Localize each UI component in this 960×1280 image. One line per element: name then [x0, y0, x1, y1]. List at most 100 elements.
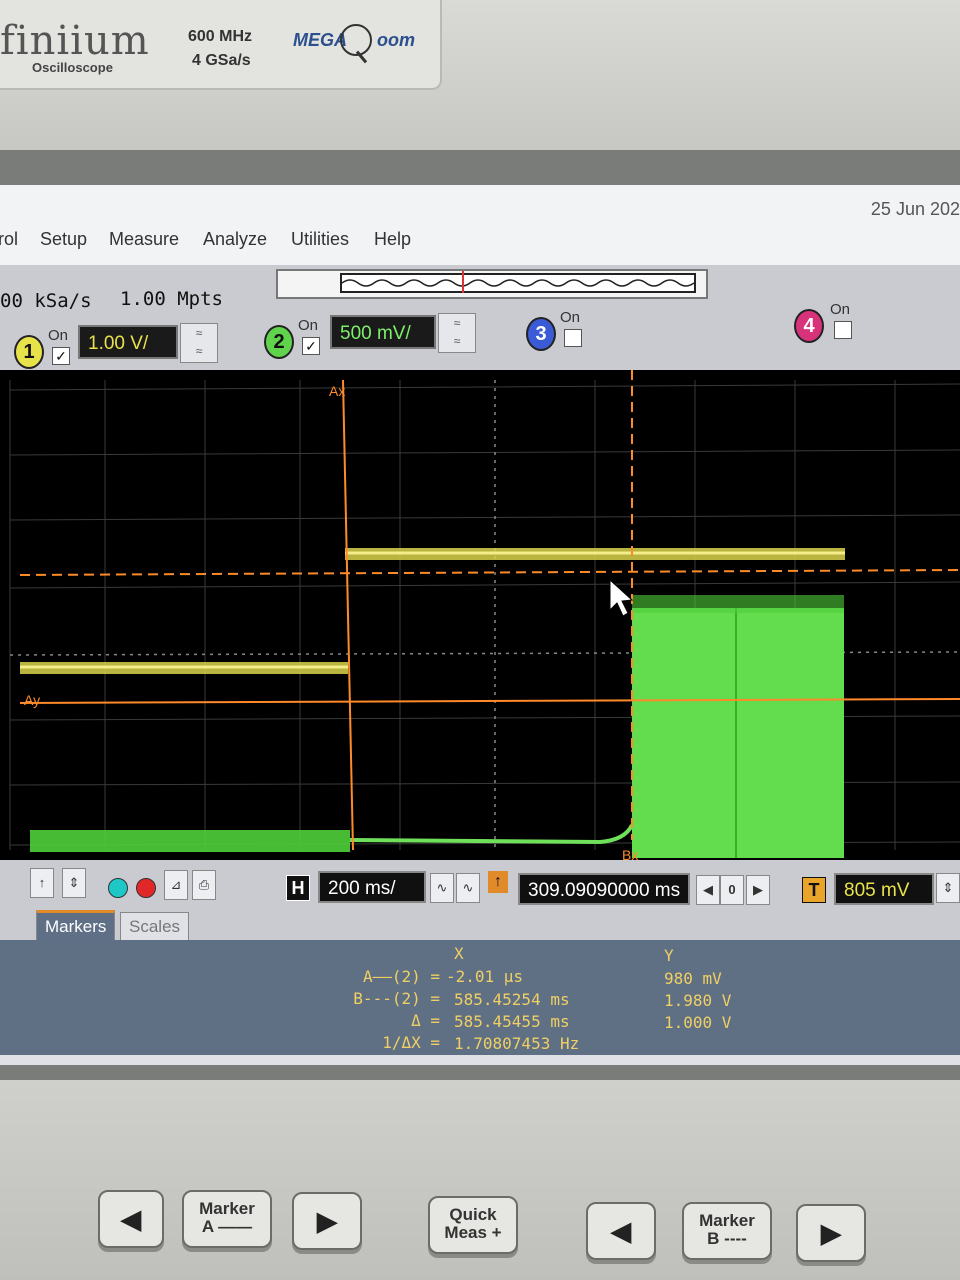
overview-wave	[341, 279, 695, 287]
marker-ay-label: Ay	[24, 692, 40, 708]
ch2-burst-spikes	[632, 595, 844, 613]
trigger-arrow-icon[interactable]: ↑	[30, 868, 54, 898]
marker-b-sub-label: B ----	[707, 1229, 747, 1248]
marker-ay-line	[19, 698, 960, 704]
grid-h-1	[9, 449, 960, 456]
marker-a-row-label: A——(2) =	[362, 967, 440, 986]
marker-a-y: 980 mV	[664, 969, 722, 988]
marker-ax-line	[342, 379, 354, 851]
print-icon[interactable]: ⎙	[192, 870, 216, 900]
marker-a-x: -2.01 µs	[446, 967, 524, 986]
marker-b-row-label: B---(2) =	[353, 989, 440, 1008]
bezel-top: finiium Oscilloscope 600 MHz 4 GSa/s MEG…	[0, 0, 960, 175]
marker-a-sub-label: A ——	[201, 1217, 253, 1236]
waveform-svg: Ax Bx Ay	[9, 370, 960, 860]
grid-h-0	[9, 383, 960, 391]
run-button[interactable]	[108, 878, 128, 898]
right-arrow-icon: ▶	[317, 1206, 337, 1236]
channel-4-badge[interactable]: 4	[794, 309, 824, 343]
channel-4-on-checkbox[interactable]	[834, 321, 852, 339]
marker-a-left-button[interactable]: ◀	[98, 1190, 164, 1248]
grid-h-3	[9, 581, 960, 589]
menu-utilities[interactable]: Utilities	[291, 229, 350, 249]
magnifier-icon	[340, 24, 372, 56]
bandwidth-spec: 600 MHz	[188, 28, 253, 45]
marker-a-right-button[interactable]: ▶	[292, 1192, 362, 1250]
channel-4-on-label: On	[830, 301, 851, 318]
panel-tabs: Markers Scales	[0, 910, 960, 941]
channel-3-badge[interactable]: 3	[526, 317, 556, 351]
memory-depth-readout: 1.00 Mpts	[120, 288, 223, 310]
channel-2-on-checkbox[interactable]: ✓	[302, 337, 320, 355]
channel-1-scale[interactable]: 1.00 V/	[78, 325, 178, 359]
marker-delta-x: 585.45455 ms	[454, 1012, 570, 1031]
position-zero-button[interactable]: 0	[720, 875, 744, 905]
tab-scales[interactable]: Scales	[120, 912, 190, 941]
overview-zoom-window[interactable]	[340, 273, 696, 293]
megazoom-logo: MEGA oom	[293, 30, 415, 50]
channel-3-on-checkbox[interactable]	[564, 329, 582, 347]
tab-markers[interactable]: Markers	[36, 910, 116, 941]
channel-2-on-label: On	[298, 317, 319, 334]
marker-a-label: Marker	[199, 1199, 255, 1218]
left-arrow-icon-b: ◀	[611, 1216, 631, 1246]
marker-b-label: Marker	[699, 1211, 755, 1230]
position-left-arrow-icon[interactable]: ◀	[696, 875, 720, 905]
horizontal-label: H	[286, 875, 310, 901]
trigger-level[interactable]: 805 mV	[834, 873, 934, 905]
marker-by-line	[19, 569, 960, 576]
overview-trigger-mark	[462, 271, 464, 293]
marker-inverse-row-label: 1/ΔX =	[382, 1033, 440, 1052]
stepper-icon[interactable]: ⇕	[62, 868, 86, 898]
menu-control[interactable]: rol	[0, 229, 19, 249]
quick-meas-sub-label: Meas +	[444, 1223, 502, 1242]
markers-x-header: X	[454, 944, 464, 963]
quick-meas-button[interactable]: Quick Meas +	[428, 1196, 518, 1254]
menu-setup[interactable]: Setup	[40, 229, 88, 249]
marker-b-button[interactable]: Marker B ----	[682, 1202, 772, 1260]
channel-2-trace	[30, 595, 844, 858]
trigger-label: T	[802, 877, 826, 903]
marker-b-y: 1.980 V	[664, 991, 732, 1010]
horizontal-scale-coarse-icon[interactable]: ∿	[456, 873, 480, 903]
stop-button[interactable]	[136, 878, 156, 898]
channel-2-scale[interactable]: 500 mV/	[330, 315, 436, 349]
channel-2-scale-spinner[interactable]: ≈ ≈	[438, 313, 476, 353]
marker-b-right-button[interactable]: ▶	[796, 1204, 866, 1262]
mouse-pointer-icon	[609, 578, 634, 617]
marker-ax-label: Ax	[329, 383, 345, 399]
menu-analyze[interactable]: Analyze	[203, 229, 268, 249]
channel-1-badge[interactable]: 1	[14, 335, 44, 369]
channel-2-badge[interactable]: 2	[264, 325, 294, 359]
markers-panel: X Y A——(2) = -2.01 µs 980 mV B---(2) = 5…	[0, 940, 960, 1055]
channel-1-on-checkbox[interactable]: ✓	[52, 347, 70, 365]
marker-inverse-x: 1.70807453 Hz	[454, 1034, 580, 1053]
front-panel: ◀ Marker A —— ▶ Quick Meas + ◀ Marker B …	[0, 1080, 960, 1280]
autoscale-icon[interactable]: ⊿	[164, 870, 188, 900]
grid-h-2	[9, 514, 960, 521]
waveform-overview[interactable]	[276, 269, 708, 299]
menu-measure[interactable]: Measure	[109, 229, 180, 249]
trigger-level-spinner-icon[interactable]: ⇕	[936, 873, 960, 903]
marker-delta-y: 1.000 V	[664, 1013, 732, 1032]
label-plate: finiium Oscilloscope 600 MHz 4 GSa/s MEG…	[0, 0, 442, 90]
sample-rate-spec: 4 GSa/s	[192, 52, 251, 69]
menu-bar: rol Setup Measure Analyze Utilities Help…	[0, 185, 960, 265]
marker-b-left-button[interactable]: ◀	[586, 1202, 656, 1260]
ch2-trace-burst	[632, 608, 844, 858]
ch2-trace-oscillation-pre	[30, 830, 350, 852]
channel-1-scale-spinner[interactable]: ≈ ≈	[180, 323, 218, 363]
menu-help[interactable]: Help	[374, 229, 412, 249]
left-arrow-icon: ◀	[121, 1204, 141, 1234]
trigger-position-icon: ↑	[488, 871, 508, 893]
horizontal-position[interactable]: 309.09090000 ms	[518, 873, 690, 905]
marker-a-button[interactable]: Marker A ——	[182, 1190, 272, 1248]
horizontal-scale-fine-icon[interactable]: ∿	[430, 873, 454, 903]
sample-rate-readout: 00 kSa/s	[0, 290, 92, 312]
waveform-display[interactable]: Ax Bx Ay	[0, 370, 960, 860]
marker-bx-label: Bx	[622, 847, 638, 860]
brand-logo: finiium	[0, 18, 150, 64]
position-right-arrow-icon[interactable]: ▶	[746, 875, 770, 905]
horizontal-scale[interactable]: 200 ms/	[318, 871, 426, 903]
channel-3-on-label: On	[560, 309, 581, 326]
